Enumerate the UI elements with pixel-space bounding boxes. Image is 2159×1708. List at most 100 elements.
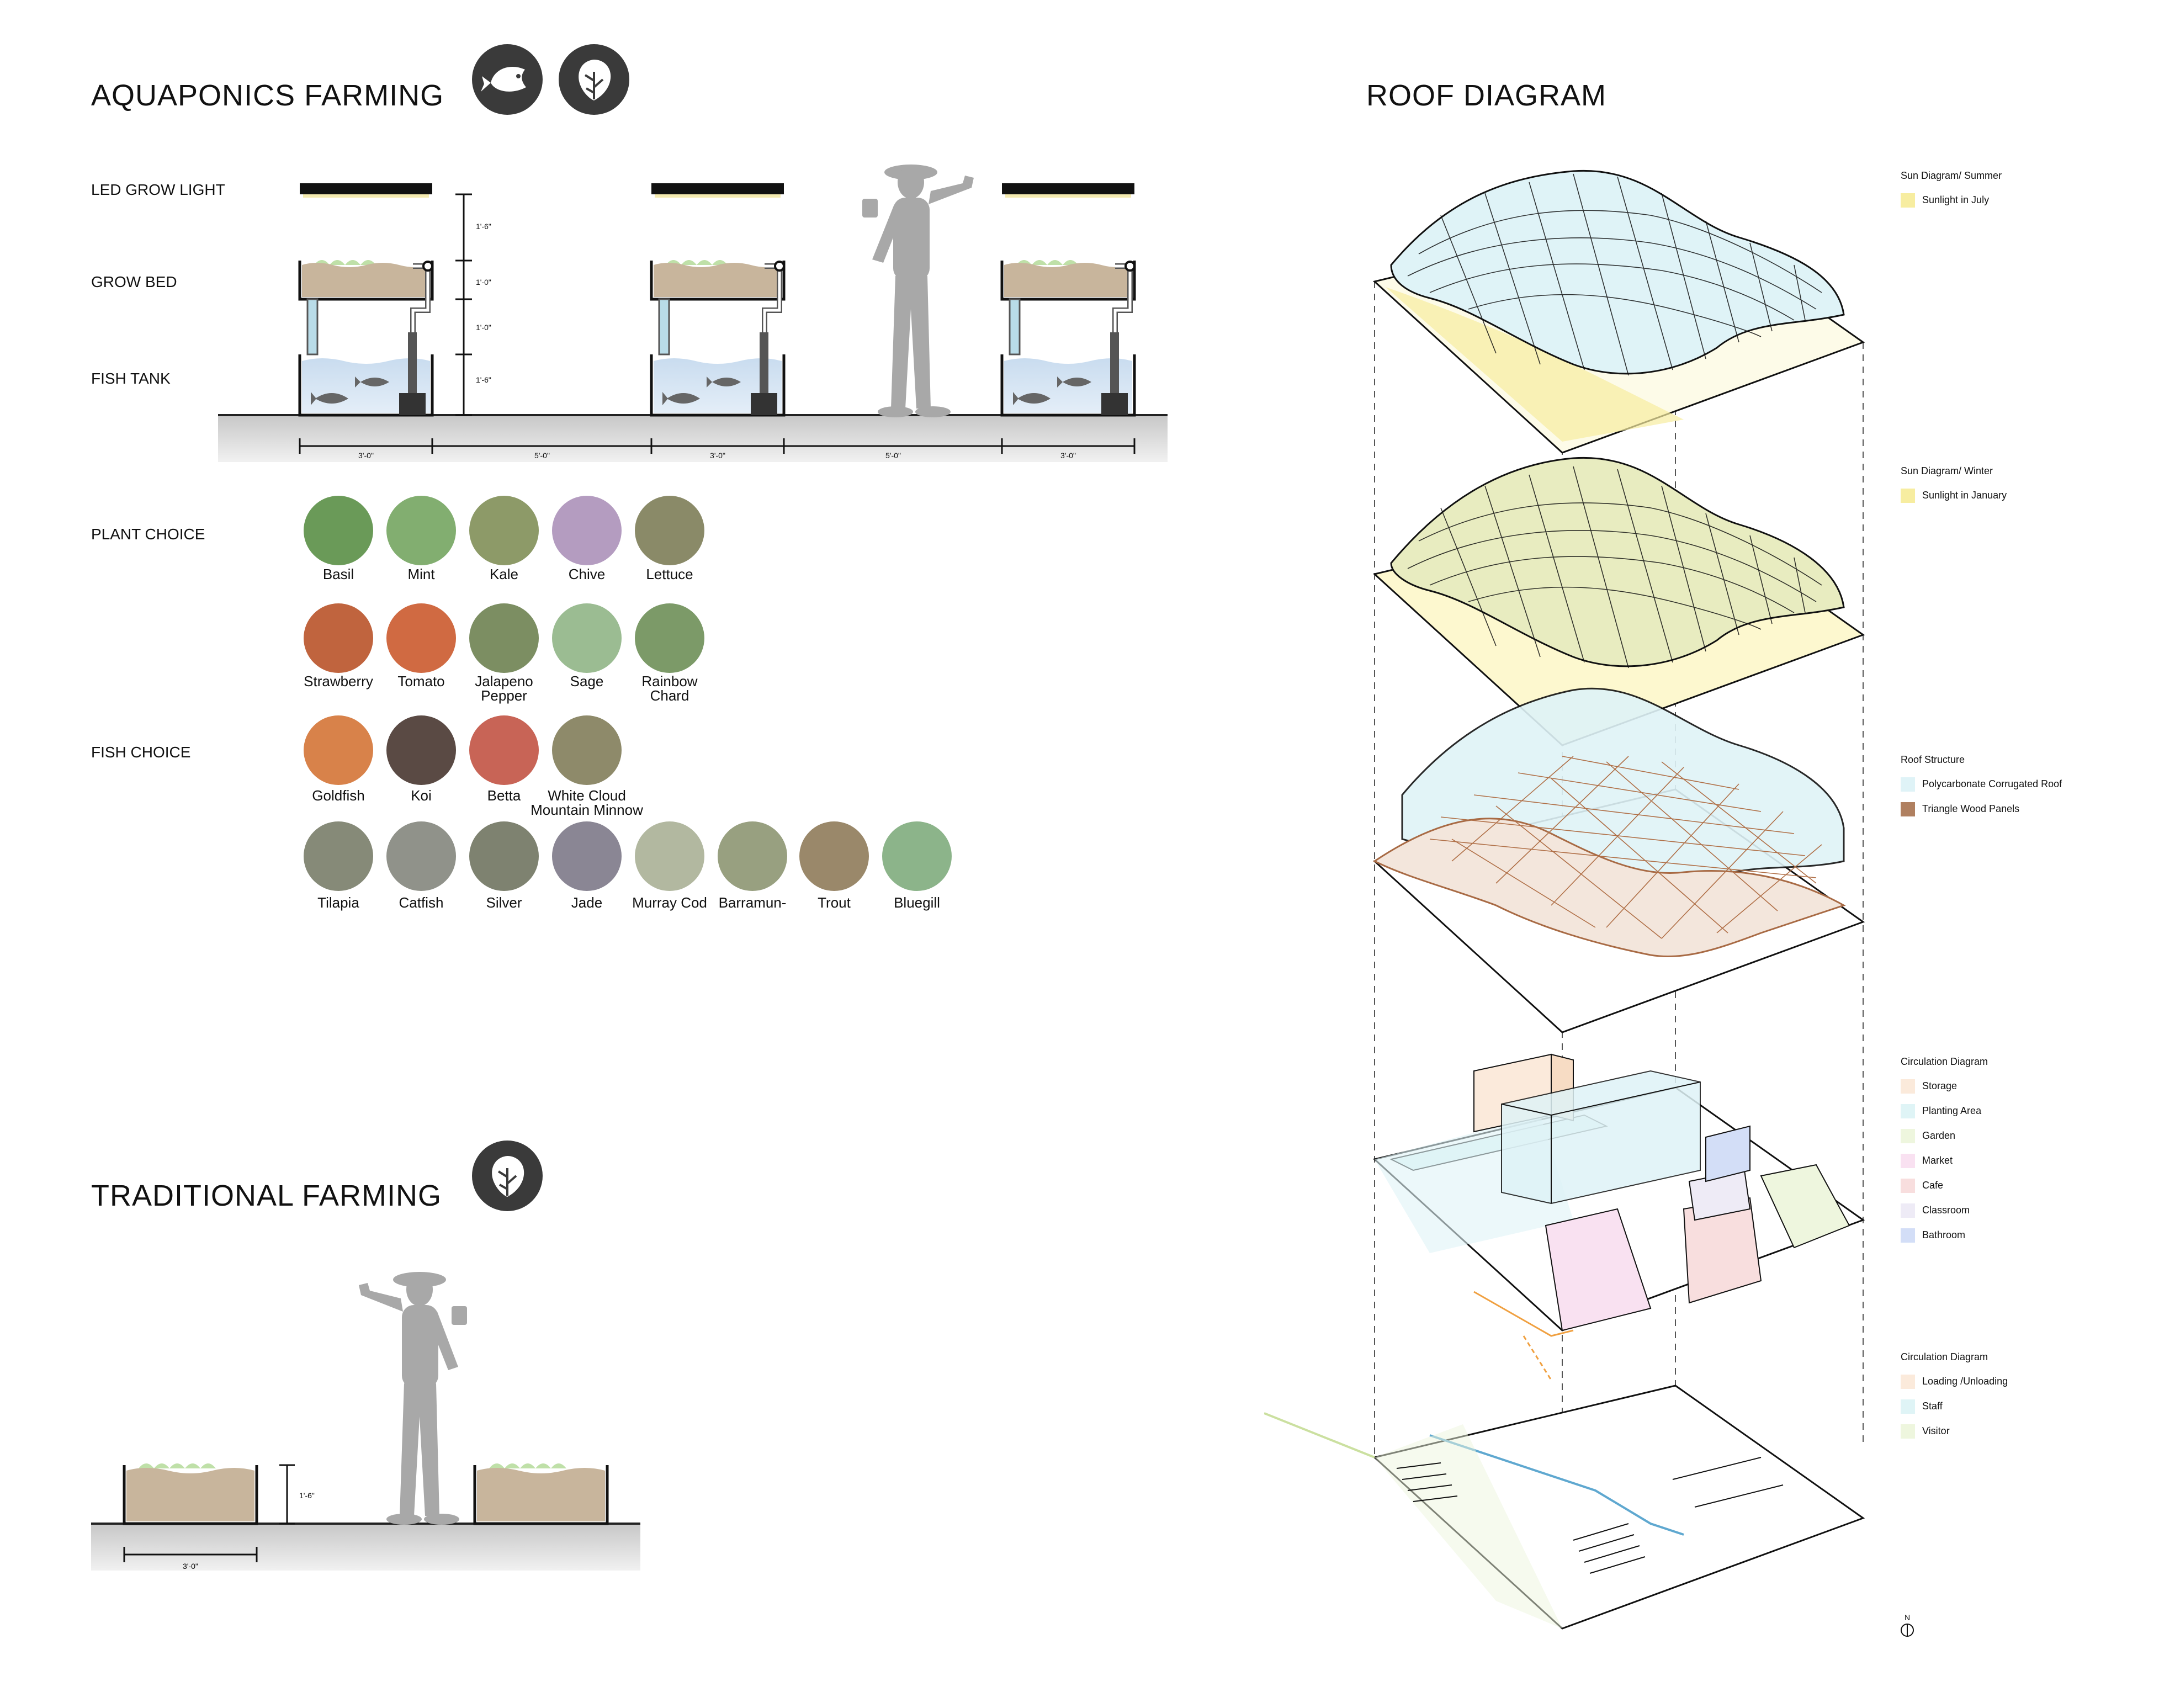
- fish-photo-white-cloud-minnow: [552, 715, 622, 785]
- plant-photo-jalapeno-pepper: [469, 603, 539, 673]
- legend-title: Sun Diagram/ Winter: [1901, 465, 1993, 476]
- fish-photo-tilapia: [304, 821, 373, 891]
- layer-roof-structure: [1372, 687, 1865, 1033]
- legend-item: Garden: [1922, 1130, 1956, 1141]
- fish-photo-barramundi: [718, 821, 787, 891]
- plant-label-basil: Basil: [322, 566, 354, 582]
- plant-label-kale: Kale: [489, 566, 519, 582]
- fish-label-jade: Jade: [571, 894, 603, 911]
- fish-photo-trout: [799, 821, 869, 891]
- vdim-1: 1'-6": [476, 222, 491, 231]
- fish-label-barramundi: Barramun-: [718, 894, 787, 911]
- hdim-3: 3'-0": [710, 451, 725, 460]
- legend-swatch: [1901, 1079, 1915, 1094]
- roof-title: ROOF DIAGRAM: [1366, 79, 1607, 112]
- fish-photo-silver: [469, 821, 539, 891]
- fish-label-silver: Silver: [486, 894, 522, 911]
- legend-swatch: [1901, 1375, 1915, 1389]
- plant-photo-rainbow-chard: [635, 603, 704, 673]
- north-label: N: [1904, 1613, 1911, 1622]
- fish-label-tilapia: Tilapia: [317, 894, 359, 911]
- plant-photo-mint: [386, 496, 456, 565]
- plant-label-mint: Mint: [407, 566, 435, 582]
- legend-title: Circulation Diagram: [1901, 1056, 1988, 1067]
- row-label-led: LED GROW LIGHT: [91, 181, 225, 198]
- aquaponics-title: AQUAPONICS FARMING: [91, 79, 444, 112]
- legend-item: Sunlight in January: [1922, 490, 2007, 501]
- legend-item: Loading /Unloading: [1922, 1376, 2008, 1387]
- fish-photo-betta: [469, 715, 539, 785]
- north-arrow-icon: [1901, 1624, 1914, 1637]
- fish-choice-label: FISH CHOICE: [91, 744, 191, 761]
- row-label-tank: FISH TANK: [91, 370, 171, 387]
- plant-photo-sage: [552, 603, 622, 673]
- legend-item: Planting Area: [1922, 1105, 1982, 1116]
- plant-choice-label: PLANT CHOICE: [91, 526, 205, 543]
- plant-photo-chive: [552, 496, 622, 565]
- fish-label-bluegill: Bluegill: [894, 894, 940, 911]
- legend-item: Sunlight in July: [1922, 194, 1990, 205]
- vdim-3: 1'-0": [476, 323, 491, 332]
- legend-item: Triangle Wood Panels: [1922, 803, 2020, 814]
- legend-title: Circulation Diagram: [1901, 1351, 1988, 1362]
- lettuce-icon: [472, 1141, 543, 1211]
- aquaponics-section-drawing: 1'-6" 1'-0" 1'-0" 1'-6" 3'-0" 5'-0" 3'-0…: [218, 165, 1168, 462]
- hdim-2: 5'-0": [534, 451, 550, 460]
- layer-sun-winter: [1372, 457, 1865, 746]
- row-label-bed: GROW BED: [91, 273, 177, 290]
- legend-swatch: [1901, 1179, 1915, 1193]
- legend-title: Roof Structure: [1901, 754, 1965, 765]
- hdim-5: 3'-0": [1060, 451, 1076, 460]
- legend-swatch: [1901, 1424, 1915, 1439]
- legend-item: Bathroom: [1922, 1229, 1966, 1240]
- plant-photo-lettuce: [635, 496, 704, 565]
- legend-item: Storage: [1922, 1080, 1958, 1091]
- vdim-4: 1'-6": [476, 375, 491, 384]
- legend-item: Market: [1922, 1155, 1953, 1166]
- hdim-1: 3'-0": [358, 451, 374, 460]
- plant-label-tomato: Tomato: [397, 673, 445, 689]
- fish-icon: [472, 44, 543, 115]
- plant-label-strawberry: Strawberry: [304, 673, 373, 689]
- legend-swatch: [1901, 1129, 1915, 1143]
- plant-label-jalapeno-pepper: Jalapeno Pepper: [475, 673, 533, 704]
- legend-swatch: [1901, 802, 1915, 816]
- vdim-2: 1'-0": [476, 278, 491, 287]
- traditional-title: TRADITIONAL FARMING: [91, 1179, 442, 1212]
- legend-swatch: [1901, 1104, 1915, 1118]
- plant-label-lettuce: Lettuce: [646, 566, 693, 582]
- fish-photo-koi: [386, 715, 456, 785]
- legend-item: Staff: [1922, 1401, 1943, 1412]
- trad-height-dim: 1'-6": [299, 1491, 315, 1500]
- fish-photo-bluegill: [882, 821, 952, 891]
- layer-sun-summer: [1372, 169, 1865, 454]
- legend-item: Classroom: [1922, 1205, 1970, 1216]
- plant-photo-strawberry: [304, 603, 373, 673]
- hdim-4: 5'-0": [885, 451, 901, 460]
- traditional-section-drawing: 1'-6" 3'-0": [91, 1272, 640, 1571]
- fish-photo-goldfish: [304, 715, 373, 785]
- fish-label-white-cloud-minnow: White Cloud Mountain Minnow: [531, 787, 643, 818]
- fish-photo-murray-cod: [635, 821, 704, 891]
- plant-photo-kale: [469, 496, 539, 565]
- fish-photo-catfish: [386, 821, 456, 891]
- legend-swatch: [1901, 489, 1915, 503]
- plant-photo-basil: [304, 496, 373, 565]
- plant-label-sage: Sage: [570, 673, 604, 689]
- fish-label-goldfish: Goldfish: [312, 787, 365, 804]
- lettuce-icon: [559, 44, 629, 115]
- legend-swatch: [1901, 777, 1915, 792]
- roof-exploded-axonometric: [1264, 169, 1865, 1630]
- layer-site-circulation: [1264, 1291, 1865, 1630]
- fish-label-koi: Koi: [411, 787, 432, 804]
- fish-photo-jade: [552, 821, 622, 891]
- plant-label-rainbow-chard: Rainbow Chard: [641, 673, 698, 704]
- layer-program-circulation: [1372, 1053, 1865, 1332]
- legend-item: Polycarbonate Corrugated Roof: [1922, 778, 2062, 789]
- trad-width-dim: 3'-0": [183, 1562, 198, 1571]
- fish-label-trout: Trout: [818, 894, 851, 911]
- fish-label-catfish: Catfish: [399, 894, 444, 911]
- legend-swatch: [1901, 1203, 1915, 1218]
- fish-label-murray-cod: Murray Cod: [632, 894, 707, 911]
- legend-title: Sun Diagram/ Summer: [1901, 170, 2002, 181]
